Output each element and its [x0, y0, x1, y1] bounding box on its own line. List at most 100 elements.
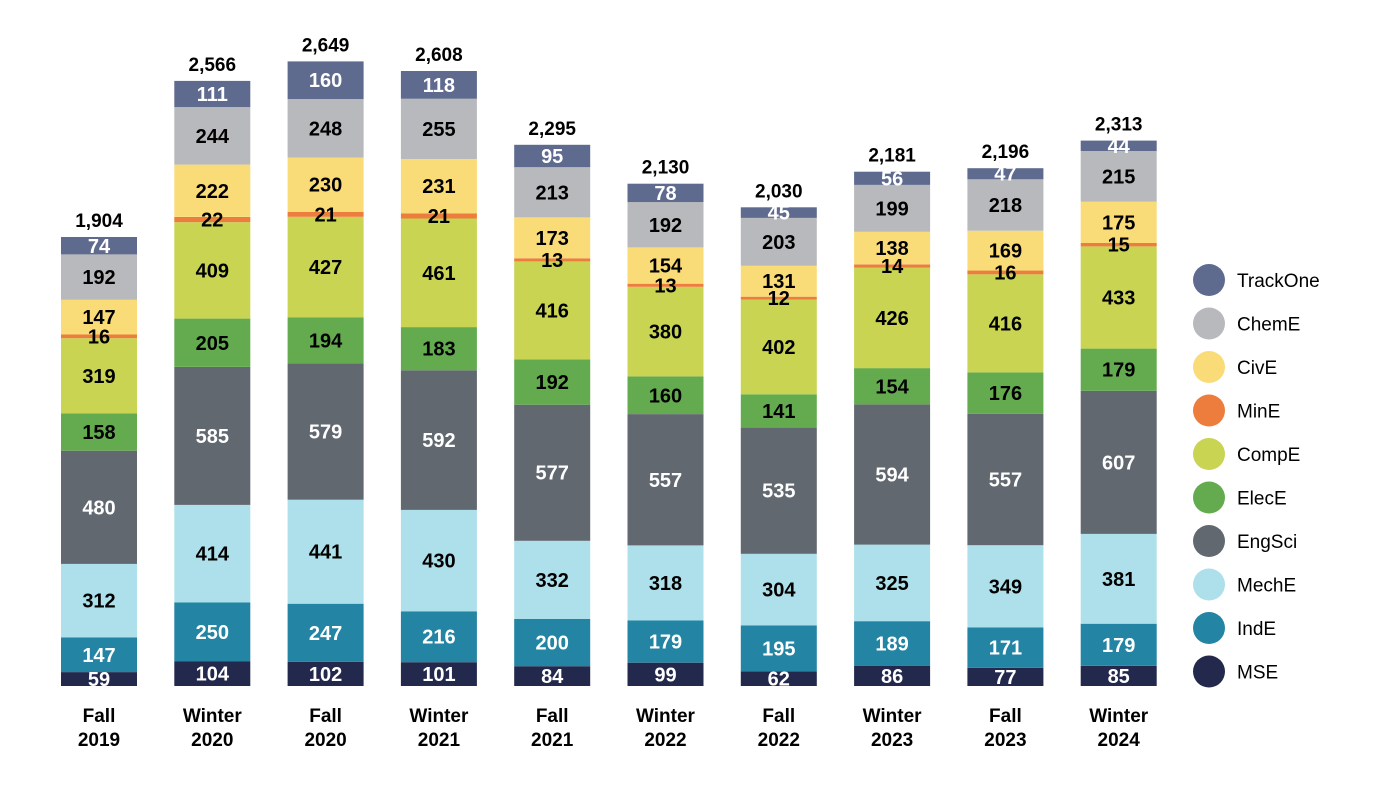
bar-segment-meche-3 [400, 509, 477, 612]
data-label-cive-5: 154 [649, 256, 683, 278]
bar-segment-mine-8 [967, 270, 1044, 275]
total-label-0: 1,904 [75, 211, 123, 232]
bar-segment-inde-4 [514, 619, 591, 667]
bar-segment-mine-6 [740, 296, 817, 300]
legend-swatch-engsci [1193, 525, 1225, 557]
bar-segment-mse-0 [61, 672, 137, 686]
data-label-inde-4: 200 [536, 633, 569, 655]
total-label-1: 2,566 [189, 55, 237, 76]
bar-segment-elece-3 [400, 327, 477, 371]
data-label-compe-6: 402 [762, 337, 795, 359]
bar-segment-mse-6 [740, 671, 817, 686]
total-label-9: 2,313 [1095, 115, 1143, 136]
data-label-cheme-1: 244 [196, 126, 230, 148]
bar-segment-compe-3 [400, 218, 477, 328]
legend: TrackOne ChemE CivE MinE CompE ElecE EngSci Mec… [1193, 264, 1320, 688]
bar-segment-inde-6 [740, 625, 817, 672]
total-label-8: 2,196 [982, 142, 1030, 163]
bars-group [61, 61, 1157, 686]
data-label-inde-1: 250 [196, 622, 229, 644]
legend-label-meche: MechE [1237, 576, 1296, 597]
data-label-mse-3: 101 [422, 664, 455, 686]
data-label-mse-1: 104 [196, 664, 230, 686]
bar-segment-engsci-5 [627, 414, 704, 546]
data-label-inde-5: 179 [649, 632, 682, 654]
data-label-elece-2: 194 [309, 330, 343, 352]
data-label-elece-6: 141 [762, 401, 795, 423]
legend-label-mse: MSE [1237, 663, 1278, 684]
data-label-trackone-9: 44 [1108, 136, 1131, 158]
bar-segment-mine-4 [514, 258, 591, 262]
data-label-cheme-0: 192 [82, 267, 115, 289]
data-label-cive-3: 231 [422, 176, 455, 198]
x-tick-label-2-line1: Fall [309, 706, 342, 727]
data-label-cheme-5: 192 [649, 215, 682, 237]
bar-segment-engsci-6 [740, 427, 817, 554]
bar-segment-engsci-9 [1080, 390, 1157, 534]
data-label-mine-5: 13 [654, 275, 676, 297]
data-label-elece-3: 183 [422, 339, 455, 361]
data-label-cive-1: 222 [196, 181, 229, 203]
data-label-mine-9: 15 [1108, 235, 1130, 257]
data-label-trackone-4: 95 [541, 146, 563, 168]
x-axis-labels: Fall 2019 Winter 2020 Fall 2020 Winter 2021 Fall… [78, 706, 1149, 751]
bar-segment-inde-5 [627, 620, 704, 663]
data-label-meche-7: 325 [875, 573, 908, 595]
bar-segment-meche-5 [627, 545, 704, 621]
data-label-trackone-5: 78 [654, 183, 676, 205]
bar-segment-compe-5 [627, 286, 704, 377]
x-tick-label-4-line1: Fall [536, 706, 569, 727]
bar-segment-inde-7 [854, 621, 931, 666]
bar-segment-inde-3 [400, 611, 477, 663]
x-tick-label-1-line1: Winter [183, 706, 243, 727]
bar-segment-cive-3 [400, 159, 477, 214]
bar-segment-mse-1 [174, 661, 251, 686]
data-label-inde-3: 216 [422, 627, 455, 649]
bar-segment-mse-7 [854, 665, 931, 686]
data-label-cive-8: 169 [989, 241, 1022, 263]
x-tick-label-7-line1: Winter [863, 706, 923, 727]
bar-segment-elece-6 [740, 394, 817, 428]
x-tick-label-9-line2: 2024 [1098, 730, 1141, 751]
data-label-compe-0: 319 [82, 366, 115, 388]
x-tick-label-8-line2: 2023 [984, 730, 1026, 751]
bar-segment-engsci-4 [514, 404, 591, 541]
data-label-elece-5: 160 [649, 385, 682, 407]
bar-segment-meche-9 [1080, 533, 1157, 624]
bar-segment-inde-2 [287, 603, 364, 662]
x-tick-label-2-line2: 2020 [304, 730, 346, 751]
legend-swatch-trackone [1193, 264, 1225, 296]
bar-segment-mse-8 [967, 667, 1044, 686]
x-tick-label-3-line2: 2021 [418, 730, 461, 751]
data-label-elece-1: 205 [196, 333, 229, 355]
legend-swatch-cive [1193, 351, 1225, 383]
bar-segment-engsci-3 [400, 370, 477, 510]
data-label-mine-0: 16 [88, 326, 110, 348]
data-label-meche-9: 381 [1102, 569, 1135, 591]
data-label-compe-9: 433 [1102, 288, 1135, 310]
bar-segment-cheme-9 [1080, 151, 1157, 202]
data-label-cheme-7: 199 [875, 198, 908, 220]
data-label-meche-1: 414 [196, 544, 230, 566]
bar-segment-elece-2 [287, 317, 364, 364]
bar-segment-mine-0 [61, 334, 137, 339]
bar-segment-trackone-8 [967, 168, 1044, 180]
legend-swatch-elece [1193, 481, 1225, 514]
bar-segment-cheme-6 [740, 217, 817, 266]
data-label-inde-6: 195 [762, 638, 795, 660]
data-label-compe-3: 461 [422, 263, 455, 285]
data-label-trackone-2: 160 [309, 70, 342, 92]
bar-segment-inde-8 [967, 627, 1044, 668]
bar-segment-elece-0 [61, 413, 137, 451]
segment-labels-group: 5914731248015831916147192741042504145852… [82, 70, 1135, 691]
bar-segment-meche-0 [61, 563, 137, 638]
bar-segment-meche-2 [287, 499, 364, 604]
bar-segment-cheme-2 [287, 99, 364, 158]
x-tick-label-5-line1: Winter [636, 706, 696, 727]
bar-segment-elece-9 [1080, 348, 1157, 391]
bar-segment-mine-5 [627, 283, 704, 287]
bar-segment-elece-4 [514, 359, 591, 405]
data-label-engsci-8: 557 [989, 470, 1022, 492]
total-label-5: 2,130 [642, 158, 690, 179]
data-label-meche-5: 318 [649, 573, 682, 595]
